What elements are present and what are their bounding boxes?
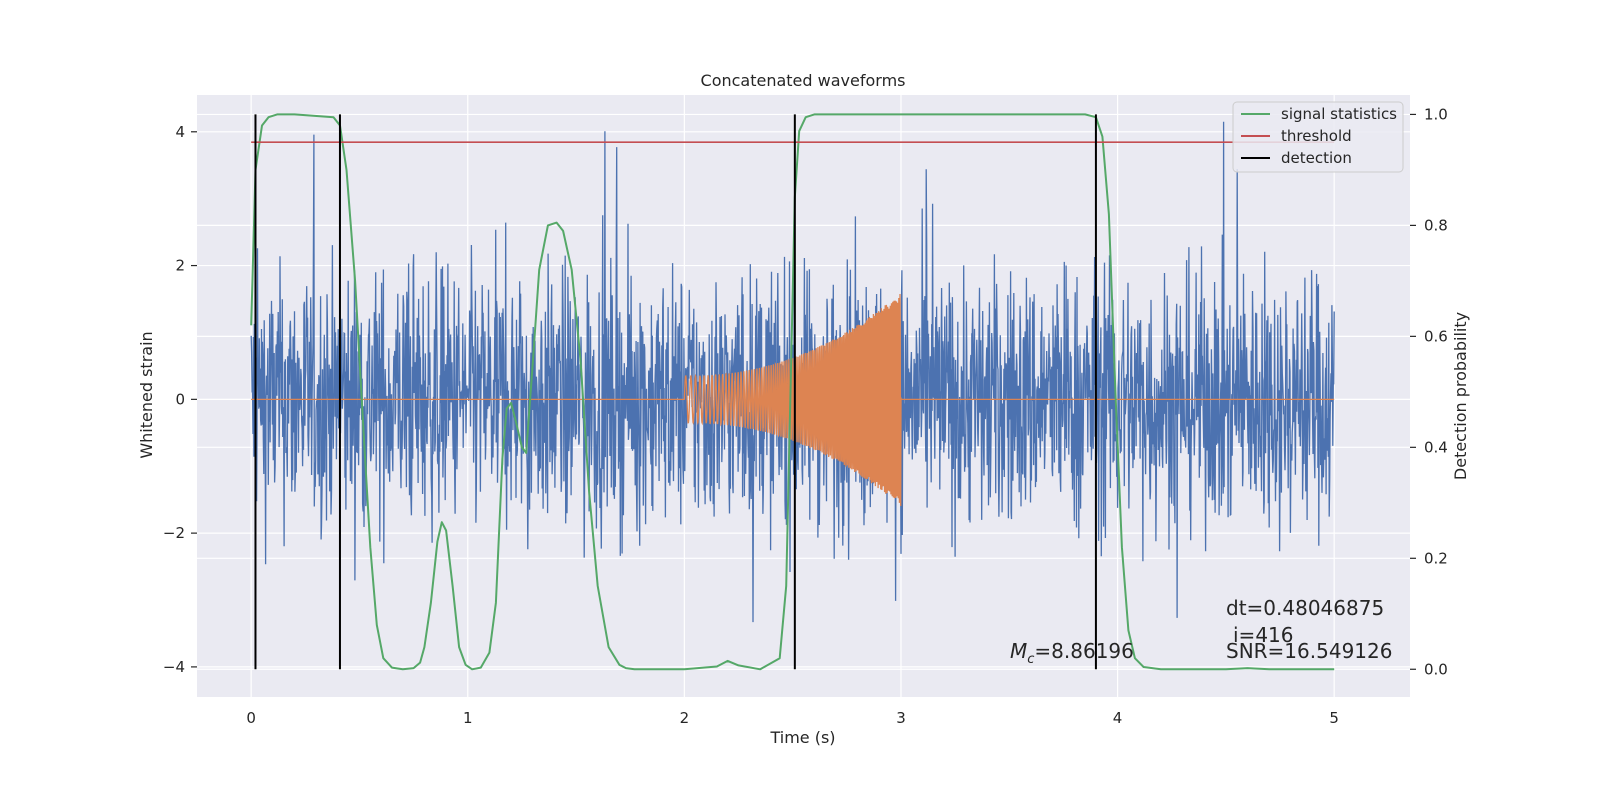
y-axis-label: Whitened strain	[137, 331, 156, 458]
annotations: dt=0.48046875 i=416 SNR=16.549126 Mc=8.8…	[1010, 596, 1392, 667]
y-tick-label: 0	[175, 390, 185, 408]
y2-tick-label: 0.8	[1424, 216, 1448, 234]
strain-line	[250, 121, 1335, 623]
y2-tick-label: 0.4	[1424, 438, 1448, 456]
detection-lines	[254, 114, 1097, 670]
signal-statistics-series	[250, 113, 1335, 671]
legend-label-signal-statistics: signal statistics	[1281, 105, 1397, 123]
y2-ticks: 0.0 0.2 0.4 0.6 0.8 1.0	[1410, 105, 1448, 678]
x-tick-label: 2	[680, 709, 690, 727]
y2-tick-label: 1.0	[1424, 105, 1448, 123]
x-tick-label: 4	[1113, 709, 1123, 727]
injection-series	[251, 293, 1335, 507]
y2-axis-label: Detection probability	[1451, 312, 1470, 480]
y-tick-label: −2	[163, 524, 185, 542]
y2-tick-label: 0.0	[1424, 660, 1448, 678]
y2-tick-label: 0.2	[1424, 549, 1448, 567]
strain-series	[250, 121, 1335, 623]
y-tick-label: 4	[175, 123, 185, 141]
x-tick-label: 3	[896, 709, 906, 727]
signal-statistics-line	[250, 113, 1335, 671]
y-tick-label: −4	[163, 658, 185, 676]
legend-box	[1232, 101, 1404, 173]
x-tick-label: 5	[1329, 709, 1339, 727]
annotation-dt: dt=0.48046875	[1226, 596, 1384, 620]
legend-label-detection: detection	[1281, 149, 1352, 167]
annotation-chirp-mass: Mc=8.86196	[1010, 639, 1134, 667]
x-tick-label: 0	[246, 709, 256, 727]
chart-title: Concatenated waveforms	[701, 71, 906, 90]
annotation-snr: SNR=16.549126	[1226, 639, 1392, 663]
x-axis-label: Time (s)	[769, 728, 835, 747]
x-ticks: 0 1 2 3 4 5	[246, 709, 1339, 727]
injection-line	[251, 293, 1335, 507]
legend-label-threshold: threshold	[1281, 127, 1352, 145]
legend: signal statistics threshold detection	[1232, 101, 1404, 173]
y-ticks: −4 −2 0 2 4	[163, 123, 197, 676]
y2-tick-label: 0.6	[1424, 327, 1448, 345]
y-tick-label: 2	[175, 257, 185, 275]
x-tick-label: 1	[463, 709, 473, 727]
annotation-i: i=416	[1233, 623, 1294, 647]
